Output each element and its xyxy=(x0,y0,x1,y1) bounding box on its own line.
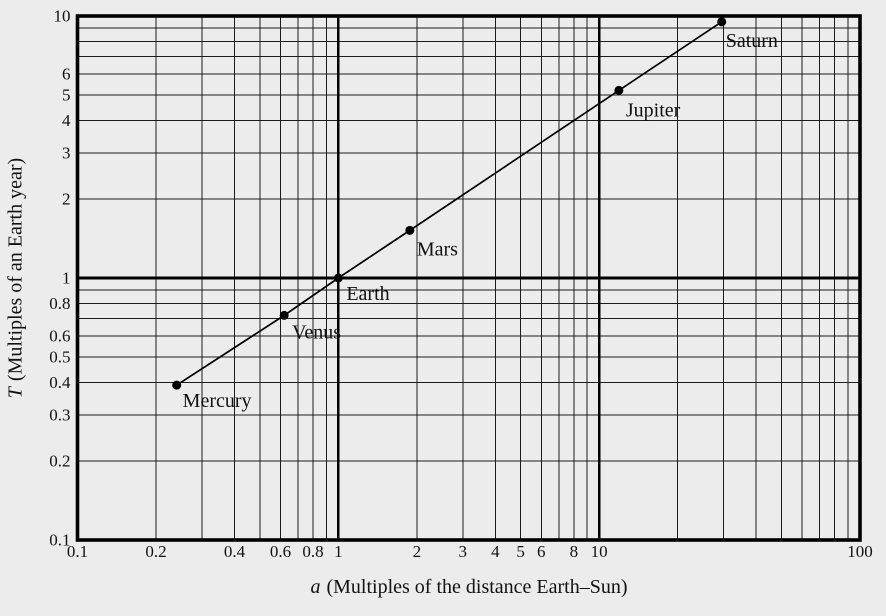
y-tick-label: 0.1 xyxy=(49,531,70,550)
y-tick-label: 3 xyxy=(62,143,71,162)
y-axis-title: T (Multiples of an Earth year) xyxy=(5,158,28,398)
y-tick-label: 0.5 xyxy=(49,347,70,366)
y-tick-label: 4 xyxy=(62,111,71,130)
y-axis-text: (Multiples of an Earth year) xyxy=(4,157,27,382)
x-tick-label: 0.4 xyxy=(224,542,246,561)
data-point-jupiter xyxy=(614,85,624,95)
x-tick-label: 10 xyxy=(591,542,608,561)
y-tick-label: 1 xyxy=(62,269,71,288)
planet-label-earth: Earth xyxy=(346,283,389,305)
y-tick-label: 0.3 xyxy=(49,405,70,424)
x-tick-label: 0.8 xyxy=(302,542,323,561)
y-tick-label: 2 xyxy=(62,190,71,209)
y-tick-label: 6 xyxy=(62,65,71,84)
y-tick-label: 5 xyxy=(62,85,71,104)
plot-frame xyxy=(75,14,862,542)
x-tick-label: 1 xyxy=(334,542,343,561)
x-tick-label: 3 xyxy=(459,542,468,561)
data-point-saturn xyxy=(717,17,727,27)
planet-label-mercury: Mercury xyxy=(183,390,252,412)
x-tick-label: 6 xyxy=(537,542,546,561)
data-point-venus xyxy=(279,310,289,320)
x-tick-label: 8 xyxy=(570,542,579,561)
planet-label-mars: Mars xyxy=(417,238,458,260)
x-axis-text: (Multiples of the distance Earth–Sun) xyxy=(326,576,628,598)
y-tick-label: 10 xyxy=(54,7,71,26)
data-point-mars xyxy=(405,225,415,235)
x-tick-label: 5 xyxy=(516,542,525,561)
x-tick-label: 2 xyxy=(413,542,422,561)
x-tick-label: 0.1 xyxy=(67,542,88,561)
y-tick-label: 0.8 xyxy=(49,294,70,313)
y-tick-label: 0.6 xyxy=(49,327,70,346)
x-tick-label: 0.2 xyxy=(145,542,166,561)
x-axis-title: a (Multiples of the distance Earth–Sun) xyxy=(51,576,886,599)
planet-label-venus: Venus xyxy=(292,321,341,343)
data-point-earth xyxy=(333,273,343,283)
y-axis-symbol: T xyxy=(4,387,27,399)
data-point-mercury xyxy=(172,380,182,390)
planet-label-jupiter: Jupiter xyxy=(626,99,681,121)
y-tick-label: 0.2 xyxy=(49,452,70,471)
kepler-fit-line xyxy=(176,21,723,386)
x-tick-label: 100 xyxy=(847,542,873,561)
planet-label-saturn: Saturn xyxy=(726,30,778,52)
x-axis-symbol: a xyxy=(310,576,321,598)
x-tick-label: 0.6 xyxy=(270,542,291,561)
x-tick-label: 4 xyxy=(491,542,500,561)
y-tick-label: 0.4 xyxy=(49,373,71,392)
